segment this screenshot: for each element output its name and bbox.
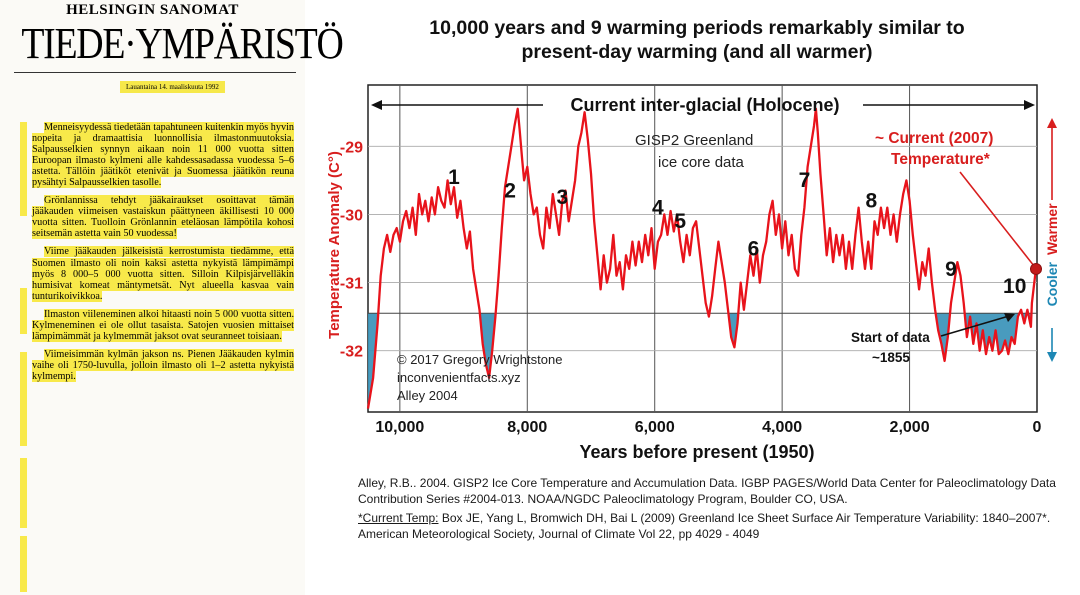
warming-period-label: 1	[448, 166, 460, 189]
holocene-arrowhead-right	[1024, 100, 1035, 110]
cold-fill	[479, 313, 496, 378]
y-tick-label: -31	[340, 276, 363, 293]
start-of-data-year: ~1855	[872, 350, 910, 365]
highlight-bar	[20, 458, 27, 528]
current-temp-arrow	[959, 171, 1035, 267]
warming-period-label: 5	[674, 210, 686, 233]
cooler-arrowhead	[1047, 352, 1057, 362]
warming-period-label: 2	[504, 179, 516, 202]
warming-period-label: 3	[556, 186, 568, 209]
warming-period-label: 8	[865, 190, 877, 213]
y-tick-label: -32	[340, 344, 363, 361]
x-axis-label: Years before present (1950)	[579, 442, 814, 462]
holocene-arrowhead-left	[371, 100, 382, 110]
current-temp-marker	[1030, 262, 1042, 275]
warming-period-labels: 1 2 3 45 6 7 8 9 10	[448, 166, 1026, 298]
article-paragraph: Menneisyydessä tiedetään tapahtuneen kui…	[32, 122, 294, 189]
credit-line3: Alley 2004	[397, 388, 458, 403]
credit-line1: © 2017 Gregory Wrightstone	[397, 352, 562, 367]
warming-period-label: 4	[652, 196, 664, 219]
warmer-arrowhead	[1047, 118, 1057, 128]
chart-title-line2: present-day warming (and all warmer)	[521, 41, 872, 63]
x-tick-label: 10,000	[375, 419, 424, 436]
x-tick-label: 6,000	[635, 419, 675, 436]
section-masthead: TIEDE·YMPÄRISTÖ	[21, 19, 343, 68]
start-of-data-label: Start of data	[851, 330, 930, 345]
temperature-line	[366, 107, 1039, 409]
article-paragraph: Viimeisimmän kylmän jakson ns. Pienen Jä…	[32, 348, 294, 382]
start-of-data-arrow	[940, 315, 1010, 337]
temperature-chart: 10,000 years and 9 warming periods remar…	[326, 17, 1060, 462]
y-tick-label: -30	[340, 207, 363, 224]
cooler-label: Cooler	[1044, 261, 1060, 306]
chart-title-line1: 10,000 years and 9 warming periods remar…	[429, 17, 965, 39]
reference-box: *Current Temp: Box JE, Yang L, Bromwich …	[358, 511, 1070, 542]
x-tick-label: 8,000	[507, 419, 547, 436]
warming-period-label: 7	[799, 169, 811, 192]
publication-date: Lauantaina 14. maaliskuuta 1992	[120, 81, 225, 93]
article-paragraph: Grönlannissa tehdyt jääkairaukset osoitt…	[32, 195, 294, 240]
highlight-bar	[20, 288, 27, 334]
reference-box-text: Box JE, Yang L, Bromwich DH, Bai L (2009…	[358, 511, 1051, 541]
reference-alley: Alley, R.B.. 2004. GISP2 Ice Core Temper…	[358, 476, 1056, 506]
highlight-bar	[20, 536, 27, 592]
y-tick-label: -29	[340, 139, 363, 156]
x-tick-label: 2,000	[890, 419, 930, 436]
publication-name: HELSINGIN SANOMAT	[66, 2, 239, 18]
references: Alley, R.B.. 2004. GISP2 Ice Core Temper…	[358, 476, 1070, 546]
current-temp-label: ~ Current (2007)	[875, 130, 993, 147]
warmer-label: Warmer	[1044, 203, 1060, 255]
newspaper-clipping: HELSINGIN SANOMAT TIEDE·YMPÄRISTÖ Lauant…	[0, 0, 344, 595]
x-tick-labels: 10,000 8,000 6,000 4,000 2,000 0	[375, 419, 1041, 436]
source-subtitle: ice core data	[658, 154, 745, 171]
warming-period-label: 9	[945, 258, 957, 281]
plot-frame	[367, 84, 1038, 413]
highlight-bar	[20, 352, 27, 446]
cold-fill	[728, 313, 739, 348]
credit-line2: inconvenientfacts.xyz	[397, 370, 521, 385]
warming-period-label: 10	[1003, 275, 1026, 298]
holocene-label: Current inter-glacial (Holocene)	[570, 95, 839, 115]
article-body: Menneisyydessä tiedetään tapahtuneen kui…	[32, 122, 294, 389]
x-tick-label: 4,000	[762, 419, 802, 436]
warming-period-label: 6	[748, 237, 760, 260]
cold-fill	[935, 313, 950, 361]
article-paragraph: Ilmaston viileneminen alkoi hitaasti noi…	[32, 308, 294, 342]
reference-box-label: *Current Temp:	[358, 511, 439, 525]
y-tick-labels: -29 -30 -31 -32	[340, 139, 363, 360]
cold-fill	[964, 313, 1020, 355]
current-temp-label-2: Temperature*	[891, 151, 991, 168]
x-tick-label: 0	[1033, 419, 1042, 436]
source-title: GISP2 Greenland	[635, 132, 753, 149]
masthead-divider	[14, 72, 296, 73]
start-of-data-arrowhead	[1004, 313, 1015, 322]
article-paragraph: Viime jääkauden jälkeisistä kerrostumist…	[32, 246, 294, 302]
y-axis-label: Temperature Anomaly (C°)	[326, 151, 343, 339]
highlight-bar	[20, 122, 27, 216]
